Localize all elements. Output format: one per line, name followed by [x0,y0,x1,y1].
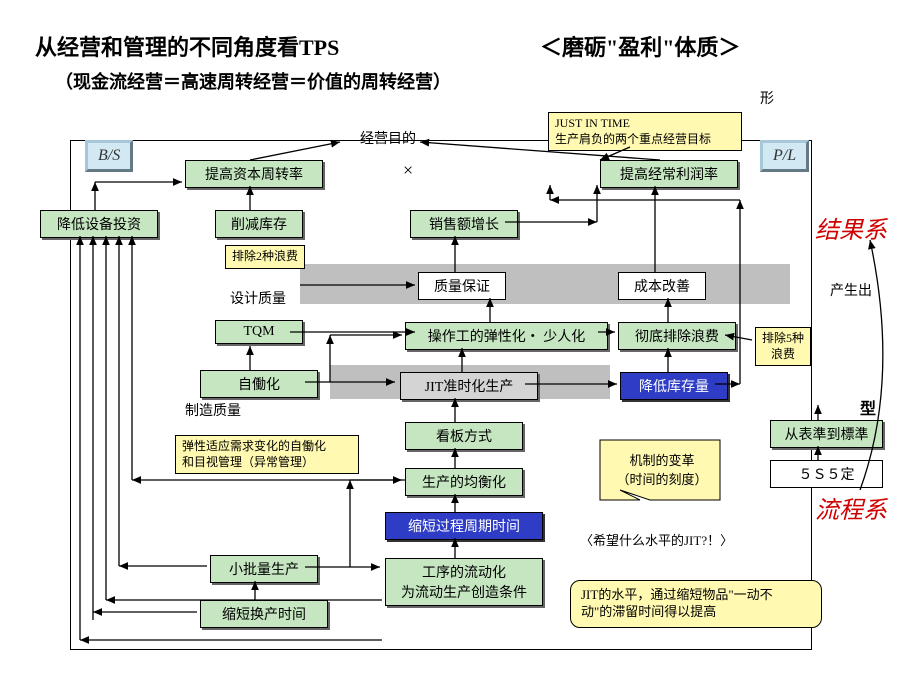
pl-badge: P/L [760,140,809,172]
callout-jit-level: JIT的水平，通过缩短物品"一动不 动"的滞留时间得以提高 [570,580,822,628]
node-jit: JIT准时化生产 [400,372,538,400]
node-5s: ５Ｓ５定 [770,460,883,488]
x-symbol: × [403,160,413,181]
process-label: 流程系 [815,490,887,525]
qa-bar [300,264,790,304]
node-flow: 工序的流动化 为流动生产创造条件 [385,558,543,606]
node-tqm: TQM [215,320,303,344]
node-profit-up: 提高经常利润率 [600,160,738,188]
callout-autonom-note: 弹性适应需求变化的自働化 和目视管理（异常管理） [175,435,359,474]
page-title: 从经营和管理的不同角度看TPS [35,30,339,62]
node-qa: 质量保证 [418,272,506,300]
shape-label: 形 [760,88,774,108]
node-cycle-short: 缩短过程周期时间 [385,512,543,540]
mfg-quality-label: 制造质量 [185,400,241,420]
node-smallbatch: 小批量生产 [210,555,318,583]
top-center-label: 经营目的 [360,128,416,148]
produce-label: 产生出 [830,280,872,300]
bs-badge: B/S [85,140,133,172]
node-sales-up: 销售额增长 [410,210,518,238]
node-level: 生产的均衡化 [405,468,523,496]
jit-level-question: 〈希望什么水平的JIT?！〉 [580,530,733,549]
node-shortchg: 缩短换产时间 [200,600,328,628]
node-cost-improve: 成本改善 [618,272,706,300]
page-subtitle: ＜磨砺"盈利"体质＞ [540,30,740,62]
type-label: 型 [860,395,876,419]
callout-jit-goal: JUST IN TIME 生产肩负的两个重点经营目标 [548,112,742,151]
node-inventory-down: 降低库存量 [620,372,728,400]
callout-mech: 机制的变革 （时间的刻度） [612,450,712,488]
node-standard: 从表準到標準 [770,420,883,448]
node-autonomation: 自働化 [200,370,318,398]
callout-waste5: 排除5种 浪费 [755,327,811,366]
design-quality-label: 设计质量 [230,288,286,308]
node-equip-down: 降低设备投资 [40,210,158,238]
node-kanban: 看板方式 [405,422,523,450]
node-waste: 彻底排除浪费 [618,322,736,350]
node-inventory-cut: 削减库存 [215,210,303,238]
node-capital-turnover: 提高资本周转率 [185,160,323,188]
callout-waste2: 排除2种浪费 [225,245,305,269]
node-flex: 操作工的弹性化・ 少人化 [405,322,608,350]
result-label: 结果系 [815,210,887,245]
page-paren: （现金流经营＝高速周转经营＝价值的周转经营） [55,68,451,94]
